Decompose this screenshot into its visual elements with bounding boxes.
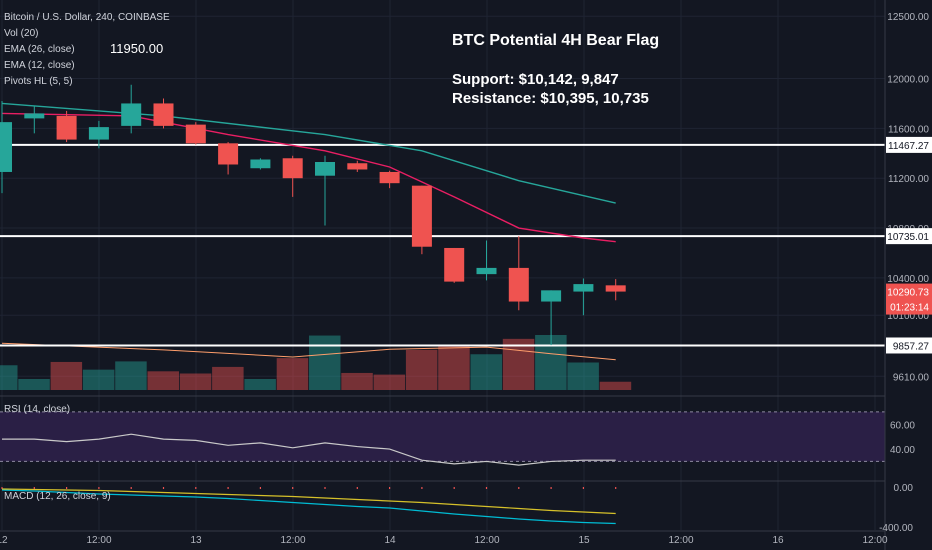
- volume-bar: [0, 365, 18, 390]
- price-tick-label: 12500.00: [887, 12, 929, 23]
- candle-body: [153, 103, 174, 126]
- level-price-tag: [886, 337, 932, 354]
- signal-line: [1, 488, 616, 515]
- candle-body: [56, 115, 77, 140]
- volume-bar: [373, 374, 406, 390]
- level-price-tag: [886, 136, 932, 153]
- candle-body: [508, 267, 529, 302]
- candle-body: [476, 267, 497, 275]
- current-price-label: 10290.73: [887, 288, 929, 299]
- pivot-high-label: 11950.00: [110, 41, 163, 56]
- price-tick-label: 11200.00: [888, 174, 929, 185]
- volume-bar: [341, 372, 373, 390]
- time-tick-label: 12:00: [86, 535, 111, 546]
- candle-body: [411, 185, 432, 247]
- candle-body: [218, 143, 239, 165]
- time-tick-label: 15: [578, 535, 590, 546]
- candle-body: [315, 162, 335, 176]
- volume-bar: [502, 338, 535, 390]
- price-tick-label: 11600.00: [888, 124, 929, 135]
- candle-body: [121, 103, 142, 126]
- macd-tick-label: 0.00: [894, 483, 914, 494]
- rsi-pane: [0, 411, 885, 466]
- candle-body: [185, 124, 206, 144]
- price-tick-label: 12000.00: [887, 75, 929, 86]
- price-tick-label: 9610.00: [893, 372, 930, 383]
- annotation-title: BTC Potential 4H Bear Flag: [452, 32, 659, 49]
- candle-body: [24, 113, 45, 119]
- volume-bar: [179, 373, 212, 390]
- candle-body: [250, 159, 271, 169]
- candle-body: [88, 127, 109, 140]
- time-tick-label: 12:00: [862, 535, 887, 546]
- volume-bar: [567, 362, 599, 390]
- rsi-band: [0, 411, 885, 462]
- volume-bar: [50, 361, 83, 390]
- volume-bar: [147, 371, 179, 390]
- volume-bar: [438, 345, 470, 390]
- volume-bars: [0, 335, 632, 390]
- time-tick-label: 13: [190, 535, 202, 546]
- volume-bar: [309, 335, 341, 390]
- macd-label: MACD (12, 26, close, 9): [4, 491, 111, 502]
- macd-tick-label: -400.00: [879, 523, 913, 534]
- indicator-vol: Vol (20): [4, 28, 38, 39]
- volume-bar: [115, 361, 147, 390]
- volume-bar: [470, 354, 502, 390]
- countdown-label: 01:23:14: [890, 303, 929, 314]
- time-tick-label: 12: [0, 535, 8, 546]
- time-tick-label: 12:00: [668, 535, 693, 546]
- current-price-tag: [886, 283, 932, 315]
- rsi-tick-label: 60.00: [890, 420, 915, 431]
- volume-bar: [18, 379, 50, 390]
- level-price-tag: [886, 228, 932, 245]
- level-price-label: 10735.01: [887, 232, 929, 243]
- candle-body: [605, 285, 626, 292]
- rsi-line: [2, 433, 616, 466]
- rsi-label: RSI (14, close): [4, 404, 70, 415]
- candle-body: [573, 284, 594, 292]
- ema26-line: [1, 102, 616, 204]
- indicator-ema12: EMA (12, close): [4, 60, 75, 71]
- symbol-title: Bitcoin / U.S. Dollar, 240, COINBASE: [4, 12, 170, 23]
- level-price-label: 11467.27: [888, 141, 929, 152]
- candle-body: [347, 163, 368, 170]
- time-tick-label: 16: [772, 535, 784, 546]
- volume-bar: [276, 358, 309, 390]
- time-tick-label: 12:00: [474, 535, 499, 546]
- macd-line: [1, 489, 616, 525]
- volume-bar: [212, 366, 244, 390]
- candle-body: [444, 247, 465, 282]
- macd-pane: [1, 487, 617, 525]
- level-lines: [0, 143, 885, 347]
- volume-bar: [599, 381, 632, 390]
- ema-lines: [1, 102, 616, 243]
- rsi-tick-label: 40.00: [890, 445, 915, 456]
- candle-body: [541, 290, 562, 302]
- price-tick-label: 10400.00: [887, 274, 929, 285]
- indicator-ema26: EMA (26, close): [4, 44, 75, 55]
- candle-body: [379, 171, 400, 184]
- annotation-resistance: Resistance: $10,395, 10,735: [452, 90, 649, 107]
- candlesticks: [0, 84, 626, 346]
- volume-bar: [405, 349, 438, 390]
- indicator-pivots: Pivots HL (5, 5): [4, 76, 73, 87]
- price-tick-label: 10100.00: [887, 311, 929, 322]
- volume-bar: [82, 369, 115, 390]
- volume-ma-line: [1, 342, 616, 361]
- time-tick-label: 12:00: [280, 535, 305, 546]
- volume-bar: [244, 379, 276, 390]
- price-axis-bg: [885, 0, 932, 550]
- time-tick-label: 14: [384, 535, 396, 546]
- annotation-support: Support: $10,142, 9,847: [452, 71, 619, 88]
- level-price-label: 9857.27: [893, 341, 930, 352]
- candle-body: [0, 122, 12, 172]
- candle-body: [282, 158, 303, 179]
